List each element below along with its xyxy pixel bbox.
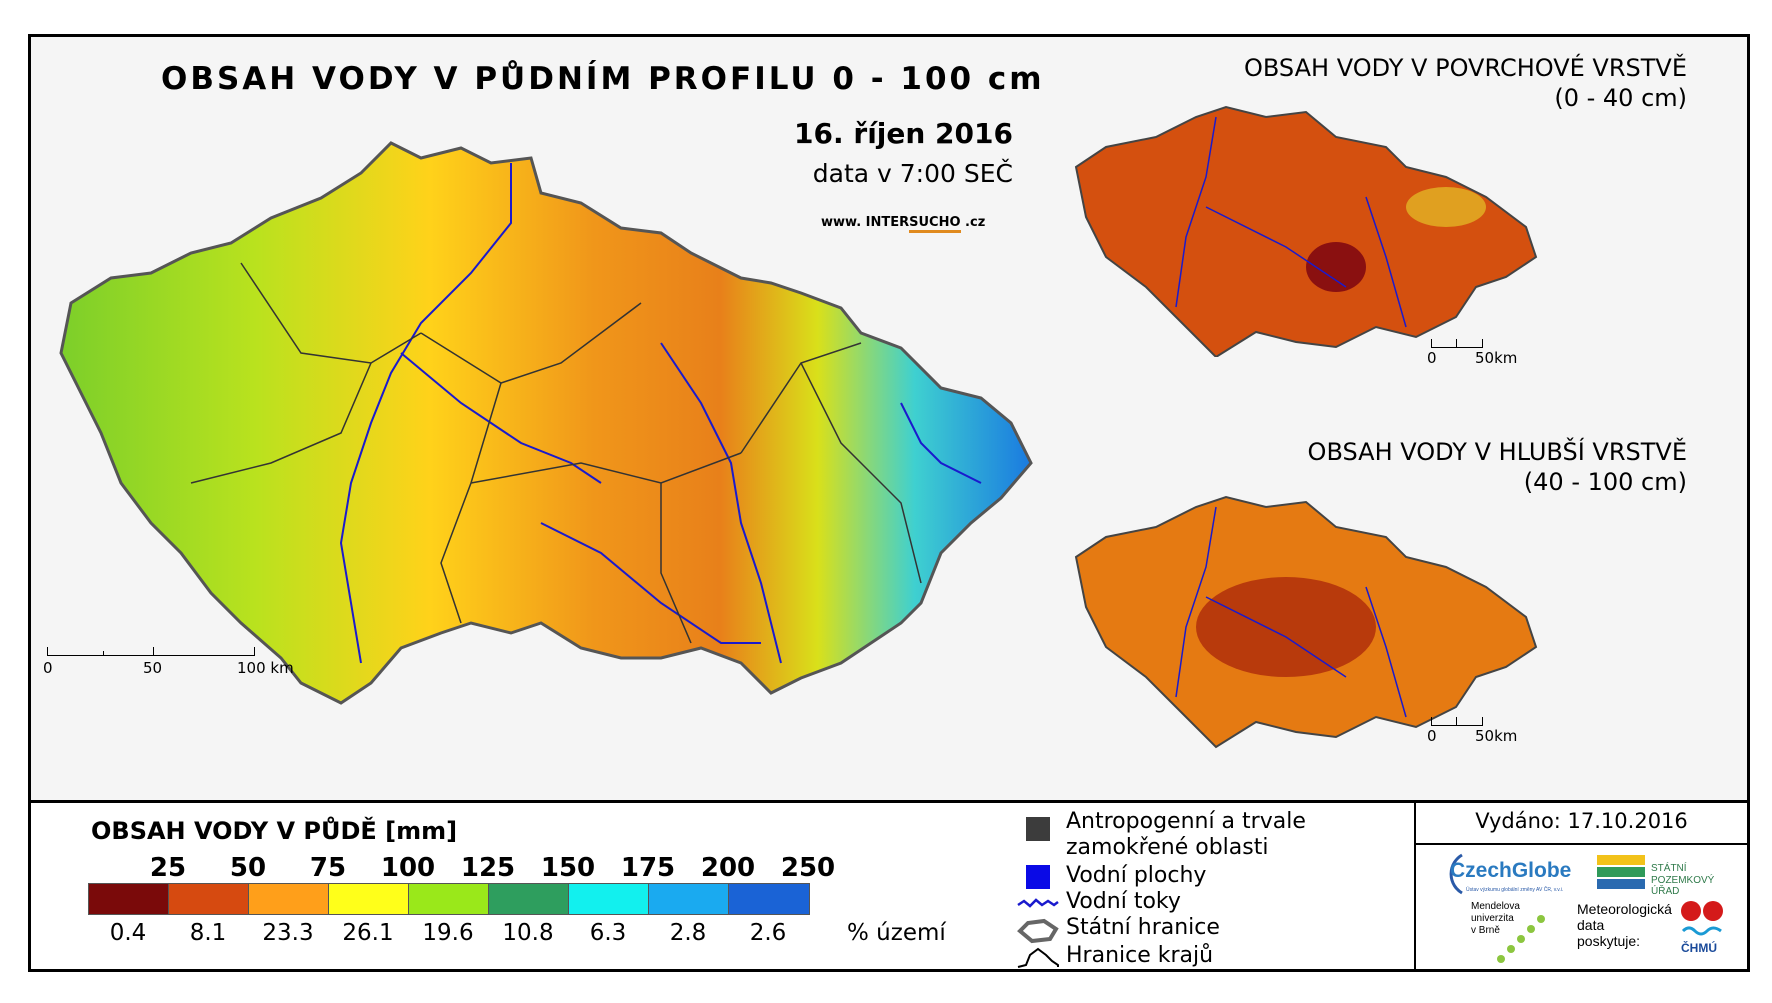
water-bodies-swatch [1026, 865, 1050, 889]
website-link[interactable]: www. INTERSUCHO .cz [821, 215, 985, 233]
meteo-text: Meteorologická data poskytuje: [1577, 901, 1672, 949]
inset-surface-scale: 0 50km [1427, 339, 1517, 369]
pct-3: 26.1 [342, 920, 394, 946]
czech-outline [59, 141, 1033, 705]
czechglobe-logo: CzechGlobe Ústav výzkumu globální změny … [1436, 851, 1586, 901]
inset-deep-scale: 0 50km [1427, 717, 1517, 747]
data-time: data v 7:00 SEČ [812, 159, 1013, 188]
color-swatch-6 [569, 884, 649, 914]
anthropogenic-swatch [1026, 817, 1050, 841]
legend-percentages: 0.4 8.1 23.3 26.1 19.6 10.8 6.3 2.8 2.6 [31, 920, 931, 950]
color-swatch-0 [89, 884, 169, 914]
color-swatch-3 [329, 884, 409, 914]
color-swatch-1 [169, 884, 249, 914]
pct-6: 6.3 [589, 920, 627, 946]
threshold-0: 25 [149, 853, 187, 883]
legend-thresholds: 25 50 75 100 125 150 175 200 250 [31, 853, 931, 883]
key-water-bodies: Vodní plochy [1026, 863, 1206, 889]
color-swatch-8 [729, 884, 809, 914]
legend-title: OBSAH VODY V PŮDĚ [mm] [91, 817, 458, 845]
main-title: OBSAH VODY V PŮDNÍM PROFILU 0 - 100 cm [161, 61, 1045, 97]
regions-border-icon [1017, 947, 1059, 968]
inset-surface-map [1074, 105, 1538, 357]
threshold-5: 150 [540, 853, 596, 883]
threshold-6: 175 [620, 853, 676, 883]
key-state-border: Státní hranice [1017, 915, 1220, 944]
mendel-logo: Mendelova univerzita v Brně [1471, 901, 1591, 965]
pct-2: 23.3 [262, 920, 314, 946]
divider-horizontal [31, 800, 1747, 803]
threshold-4: 125 [460, 853, 516, 883]
pct-5: 10.8 [502, 920, 554, 946]
threshold-1: 50 [229, 853, 267, 883]
issued-date: Vydáno: 17.10.2016 [1475, 809, 1688, 833]
inset-deep-title: OBSAH VODY V HLUBŠÍ VRSTVĚ (40 - 100 cm) [1307, 438, 1687, 496]
inset-deep-map [1074, 495, 1538, 749]
key-regions-border: Hranice krajů [1017, 943, 1213, 969]
pct-1: 8.1 [189, 920, 227, 946]
legend-area: OBSAH VODY V PŮDĚ [mm] 25 50 75 100 125 … [31, 803, 1747, 969]
key-water-streams: Vodní toky [1017, 889, 1181, 915]
pct-4: 19.6 [422, 920, 474, 946]
state-border-icon [1017, 918, 1059, 944]
color-swatch-2 [249, 884, 329, 914]
pct-7: 2.8 [669, 920, 707, 946]
threshold-3: 100 [380, 853, 436, 883]
divider-vertical [1414, 803, 1416, 969]
chmu-logo: ČHMÚ [1681, 901, 1741, 965]
main-scale-bar: 0 50 100 km [43, 647, 294, 687]
key-anthropogenic: Antropogenní a trvale zamokřené oblasti [1026, 809, 1306, 861]
map-area: OBSAH VODY V PŮDNÍM PROFILU 0 - 100 cm 1… [31, 37, 1747, 800]
legend-colorbar [88, 883, 810, 915]
map-frame: OBSAH VODY V PŮDNÍM PROFILU 0 - 100 cm 1… [28, 34, 1750, 972]
inset-surface-title: OBSAH VODY V POVRCHOVÉ VRSTVĚ (0 - 40 cm… [1244, 54, 1687, 112]
main-map [59, 141, 1033, 705]
issued-divider [1416, 843, 1747, 845]
threshold-7: 200 [700, 853, 756, 883]
threshold-8: 250 [780, 853, 836, 883]
pct-0: 0.4 [109, 920, 147, 946]
main-rivers [339, 163, 982, 664]
main-regions [190, 262, 922, 644]
percent-unit: % území [847, 920, 946, 946]
stream-line-icon [1017, 898, 1059, 908]
color-swatch-7 [649, 884, 729, 914]
pct-8: 2.6 [749, 920, 787, 946]
main-date: 16. říjen 2016 [794, 117, 1013, 150]
color-swatch-4 [409, 884, 489, 914]
spu-logo: STÁTNÍ POZEMKOVÝ ÚŘAD [1597, 855, 1737, 899]
color-swatch-5 [489, 884, 569, 914]
threshold-2: 75 [309, 853, 347, 883]
